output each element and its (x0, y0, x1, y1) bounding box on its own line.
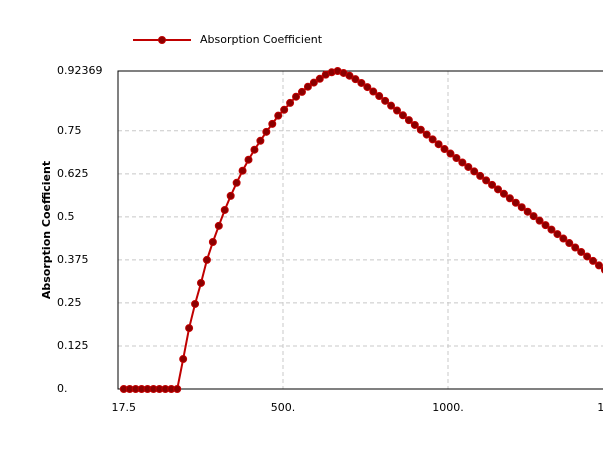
data-point (589, 256, 598, 265)
data-point (493, 185, 502, 194)
data-point (541, 221, 550, 230)
data-point (446, 149, 455, 158)
data-point (286, 98, 295, 107)
data-point (470, 167, 479, 176)
y-tick-label: 0.5 (57, 210, 75, 223)
x-tick-label: 1500. (597, 401, 603, 414)
data-point (428, 135, 437, 144)
legend-label: Absorption Coefficient (200, 33, 323, 46)
data-point (191, 299, 200, 308)
x-tick-label: 17.5 (112, 401, 137, 414)
data-point (529, 212, 538, 221)
data-point (244, 155, 253, 164)
data-point (208, 237, 217, 246)
data-point (357, 78, 366, 87)
y-tick-label: 0.125 (57, 339, 89, 352)
data-point (345, 71, 354, 80)
data-point (393, 106, 402, 115)
data-point (398, 111, 407, 120)
data-line (123, 69, 603, 390)
data-point (571, 243, 580, 252)
data-point (535, 216, 544, 225)
data-point (351, 75, 360, 84)
data-point (179, 355, 188, 364)
data-point (422, 130, 431, 139)
data-point (369, 87, 378, 96)
data-point (173, 385, 182, 393)
x-tick-label: 1000. (432, 401, 464, 414)
data-point (488, 180, 497, 189)
data-point (280, 105, 289, 114)
y-axis-title: Absorption Coefficient (40, 161, 53, 299)
data-point (583, 252, 592, 261)
data-point (464, 162, 473, 171)
data-point (505, 194, 514, 203)
data-point (594, 261, 603, 270)
data-point (440, 145, 449, 154)
data-point (404, 116, 413, 125)
data-point (559, 234, 568, 243)
data-point (476, 171, 485, 180)
data-point (499, 189, 508, 198)
data-point (196, 278, 205, 287)
data-point (226, 191, 235, 200)
data-point (511, 198, 520, 207)
data-point (517, 203, 526, 212)
y-tick-label: 0. (57, 382, 68, 395)
data-point (303, 82, 312, 91)
data-point (387, 101, 396, 110)
data-point (256, 136, 265, 145)
data-point (381, 96, 390, 105)
data-point (410, 120, 419, 129)
data-point (297, 87, 306, 96)
data-point (452, 153, 461, 162)
data-point (220, 205, 229, 214)
data-point (315, 74, 324, 83)
data-point (309, 78, 318, 87)
y-tick-label: 0.92369 (57, 64, 103, 77)
data-point (434, 140, 443, 149)
plot-frame (117, 70, 603, 390)
data-point (214, 221, 223, 230)
data-point (547, 225, 556, 234)
data-point (375, 92, 384, 101)
data-point (523, 207, 532, 216)
data-point (202, 255, 211, 264)
data-point (553, 230, 562, 239)
data-point (238, 166, 247, 175)
data-point (416, 125, 425, 134)
y-tick-label: 0.25 (57, 296, 82, 309)
legend-marker (158, 36, 166, 44)
y-tick-label: 0.625 (57, 167, 89, 180)
data-point (565, 239, 574, 248)
data-point (363, 83, 372, 92)
data-point (458, 158, 467, 167)
data-point (268, 119, 277, 128)
data-point (274, 111, 283, 120)
y-tick-label: 0.375 (57, 253, 89, 266)
x-tick-label: 500. (271, 401, 296, 414)
y-tick-label: 0.75 (57, 124, 82, 137)
data-point (292, 92, 301, 101)
data-point (232, 178, 241, 187)
data-point (185, 324, 194, 333)
data-point (482, 176, 491, 185)
data-point (577, 247, 586, 256)
data-point (250, 145, 259, 154)
data-point (262, 127, 271, 136)
